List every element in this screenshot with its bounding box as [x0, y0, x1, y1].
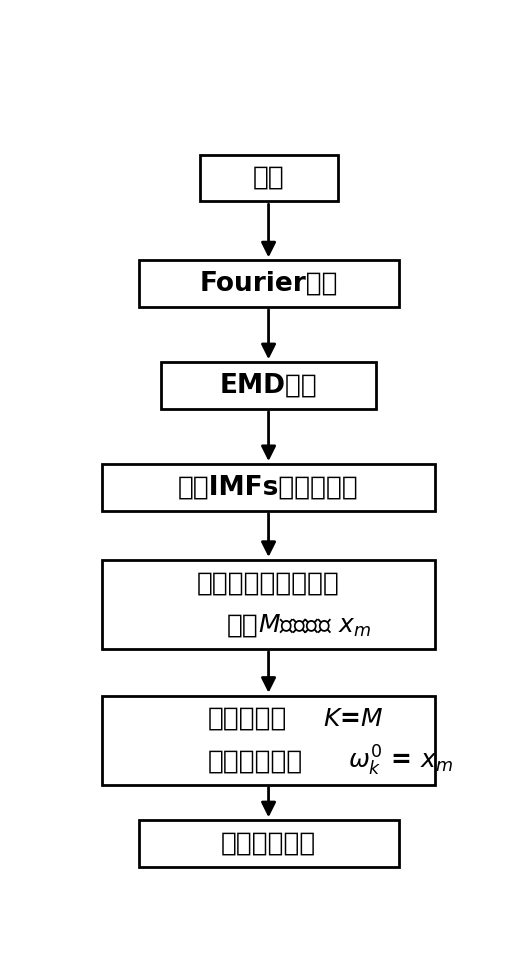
- Text: Fourier变换: Fourier变换: [199, 270, 338, 297]
- Text: 初始中心频率: 初始中心频率: [208, 749, 303, 774]
- Text: 部分IMFs和残余重构: 部分IMFs和残余重构: [178, 474, 359, 501]
- Text: 模态估计量: 模态估计量: [208, 706, 287, 732]
- Text: $K$=$M$: $K$=$M$: [323, 707, 384, 731]
- Bar: [102, 560, 435, 649]
- Bar: [161, 362, 376, 409]
- Text: $M$和横坐标 $x_m$: $M$和横坐标 $x_m$: [258, 612, 372, 639]
- Text: EMD分解: EMD分解: [220, 372, 318, 399]
- Bar: [200, 155, 337, 201]
- Bar: [138, 820, 399, 867]
- Bar: [102, 464, 435, 511]
- Text: 变分模态分解: 变分模态分解: [221, 830, 316, 857]
- Text: 个数: 个数: [227, 612, 258, 638]
- Text: 信号: 信号: [253, 165, 285, 191]
- Bar: [102, 696, 435, 785]
- Text: $\omega_k^0$ = $x_m$: $\omega_k^0$ = $x_m$: [348, 744, 453, 778]
- Bar: [138, 261, 399, 307]
- Text: 统计频谱趋势极大值: 统计频谱趋势极大值: [197, 570, 340, 596]
